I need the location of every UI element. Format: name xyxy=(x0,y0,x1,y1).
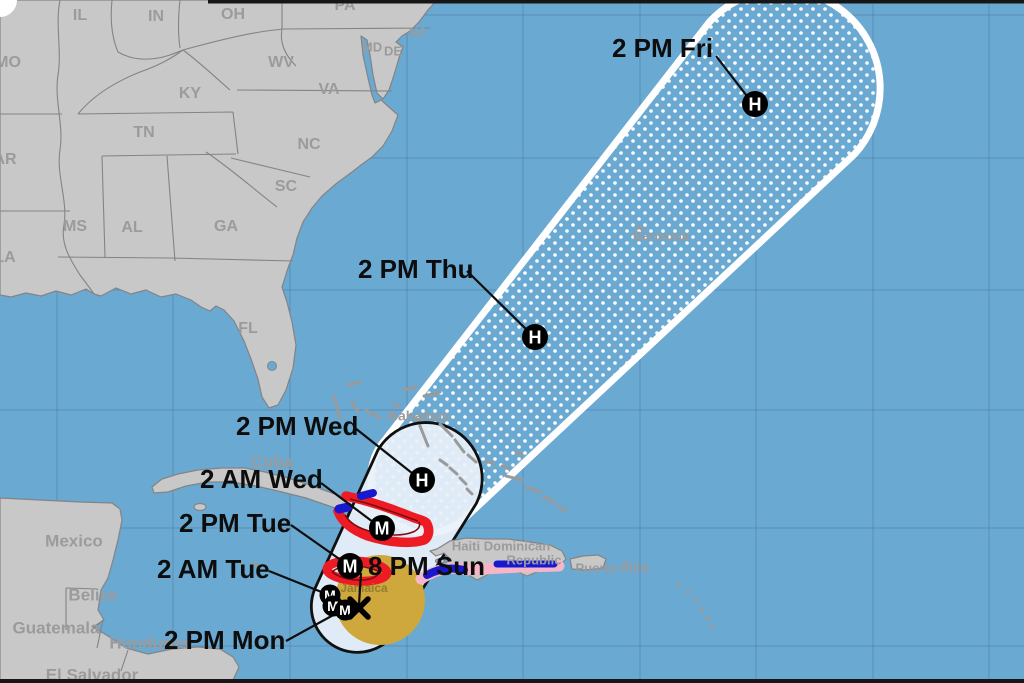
hurricane-warning-cuba xyxy=(333,491,434,548)
leader-line-8-pm-sun xyxy=(357,572,363,605)
geo-label-nc: NC xyxy=(297,136,321,153)
hurricane-icon-h: H xyxy=(742,91,768,117)
geo-label-va: VA xyxy=(318,81,339,98)
leader-line-2-pm-thu xyxy=(466,270,531,334)
geo-label-oh: OH xyxy=(221,6,245,23)
time-label-2-pm-wed: 2 PM Wed xyxy=(236,411,358,441)
leader-line-2-pm-tue xyxy=(290,524,346,564)
major-hurricane-icon-m: M xyxy=(337,553,363,579)
major-hurricane-icon-m: M xyxy=(369,515,395,541)
top-frame-bar xyxy=(208,0,1024,4)
ts-warning-cuba-west2 xyxy=(334,502,353,514)
geo-label-ar: AR xyxy=(0,151,17,168)
geo-label-belize: Belize xyxy=(68,585,117,604)
time-label-2-pm-mon: 2 PM Mon xyxy=(164,625,285,655)
time-label-layer: 2 PM Fri 2 PM Thu 2 PM Wed 2 AM Wed 2 PM Tue… xyxy=(157,33,713,655)
svg-text:M: M xyxy=(343,556,358,576)
cuba-coast-detail-north xyxy=(349,498,419,522)
geo-label-nj: NJ xyxy=(409,24,426,39)
gonave-island xyxy=(434,558,446,564)
leader-line-2-am-tue xyxy=(268,569,325,595)
geo-label-ky: KY xyxy=(179,85,202,102)
geo-label-cuba: Cuba xyxy=(251,452,294,471)
geo-label-puerto-rico: Puerto Rico xyxy=(576,560,649,575)
warnings-layer xyxy=(322,489,565,586)
svg-text:H: H xyxy=(416,470,429,490)
bottom-frame-bar xyxy=(0,679,1024,683)
geo-label-el-salvador: El Salvador xyxy=(46,665,139,683)
geo-label-dominican: Dominican xyxy=(484,538,551,553)
time-label-2-pm-fri: 2 PM Fri xyxy=(612,33,713,63)
us-state-borders xyxy=(0,0,431,295)
geo-label-jamaica: Jamaica xyxy=(340,581,388,595)
geo-label-md: MD xyxy=(362,39,382,54)
time-label-2-am-tue: 2 AM Tue xyxy=(157,554,270,584)
bermuda-island xyxy=(635,225,646,231)
hurricane-icon-h: H xyxy=(522,324,548,350)
geo-label-la: LA xyxy=(0,249,16,266)
central-america-borders xyxy=(65,587,129,672)
geo-label-honduras: Honduras xyxy=(109,633,188,652)
time-label-8-pm-sun: 8 PM Sun xyxy=(368,551,485,581)
geo-label-ga: GA xyxy=(214,218,238,235)
geo-label-il: IL xyxy=(73,7,87,24)
leader-line-2-pm-fri xyxy=(715,55,751,101)
time-label-2-am-wed: 2 AM Wed xyxy=(200,464,323,494)
geo-label-ms: MS xyxy=(63,218,87,235)
leader-line-layer xyxy=(268,55,751,642)
geo-label-pa: PA xyxy=(334,0,355,14)
us-southeast-landmass xyxy=(0,0,438,409)
ts-warning-cuba-west1 xyxy=(357,489,377,500)
geo-label-bahamas: Bahamas xyxy=(388,408,450,424)
geo-label-al: AL xyxy=(121,219,143,236)
geo-label-fl: FL xyxy=(238,320,258,337)
time-label-2-pm-thu: 2 PM Thu xyxy=(358,254,474,284)
geo-label-wv: WV xyxy=(268,54,294,71)
geo-label-mo: MO xyxy=(0,54,21,71)
corner-cutout xyxy=(0,0,17,17)
geo-label-tn: TN xyxy=(133,124,154,141)
geo-label-guatemala: Guatemala xyxy=(13,618,100,637)
svg-text:M: M xyxy=(327,598,339,614)
geo-label-sc: SC xyxy=(275,178,298,195)
svg-text:H: H xyxy=(529,327,542,347)
geo-label-de: DE xyxy=(384,43,402,58)
hurricane-icon-h: H xyxy=(409,467,435,493)
leader-line-2-pm-mon xyxy=(285,612,338,642)
svg-text:M: M xyxy=(339,602,351,618)
isle-of-youth xyxy=(193,502,207,512)
ts-warning-haiti-west xyxy=(423,564,468,579)
bahamas-islands xyxy=(332,380,568,513)
mexico-central-america-landmass xyxy=(0,497,240,683)
geo-label-bermuda: Bermuda xyxy=(633,228,690,243)
svg-text:H: H xyxy=(749,94,762,114)
current-position-x-icon xyxy=(347,596,371,620)
lake-okeechobee xyxy=(267,361,277,371)
puerto-rico-island xyxy=(569,554,607,571)
svg-text:M: M xyxy=(375,518,390,538)
geo-label-haiti: Haiti xyxy=(452,538,480,553)
geo-label-republic: Republic xyxy=(507,552,562,567)
leader-line-2-pm-wed xyxy=(354,427,418,478)
cayman-islands xyxy=(236,559,260,567)
time-label-2-pm-tue: 2 PM Tue xyxy=(179,508,291,538)
geo-label-in: IN xyxy=(148,8,164,25)
lesser-antilles-islands xyxy=(624,560,715,629)
leader-line-2-am-wed xyxy=(320,482,378,526)
geo-label-mexico: Mexico xyxy=(45,531,103,550)
svg-text:M: M xyxy=(324,587,336,603)
cuba-coast-detail-south xyxy=(344,514,421,536)
